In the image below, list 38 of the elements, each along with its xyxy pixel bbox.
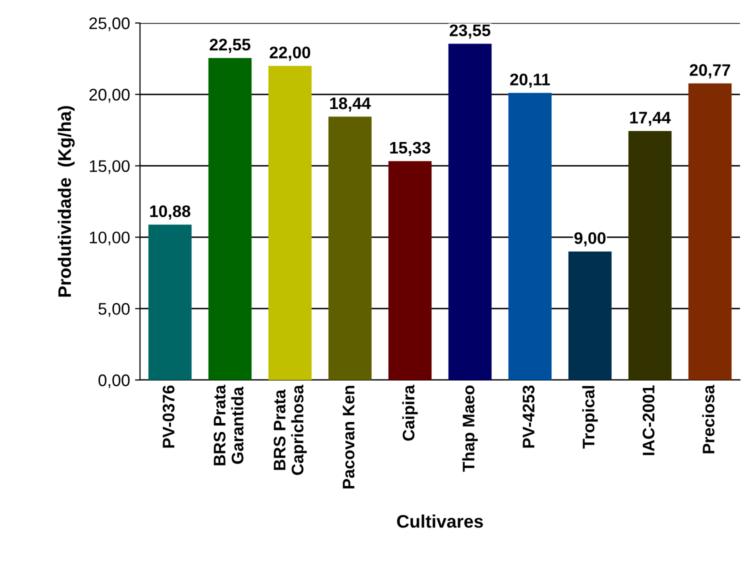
x-axis-title: Cultivares <box>397 514 483 528</box>
y-tick-label: 10,00 <box>90 232 130 246</box>
bar <box>148 224 192 380</box>
data-label: 10,88 <box>150 205 190 220</box>
x-tick-label: BRS Prata Garantida <box>214 384 244 466</box>
bar <box>208 58 252 380</box>
bar <box>388 161 432 380</box>
x-tick-label: Thap Maeo <box>462 386 478 472</box>
bar <box>328 116 372 380</box>
bar <box>568 251 612 380</box>
data-label: 9,00 <box>574 232 606 246</box>
y-tick-label: 5,00 <box>98 303 130 317</box>
data-label: 20,77 <box>690 64 730 78</box>
x-tick-label: PV-4253 <box>522 385 534 448</box>
bar <box>448 44 492 380</box>
x-tick-label: IAC-2001 <box>642 385 654 456</box>
x-tick-label: PV-0376 <box>162 385 174 448</box>
data-label: 18,44 <box>330 97 371 112</box>
x-tick-label: Tropical <box>582 386 598 449</box>
x-tick-label: Pacovan Ken <box>342 386 354 488</box>
y-tick-label: 0,00 <box>98 374 130 388</box>
bar <box>508 92 552 380</box>
bar <box>268 66 312 380</box>
data-label: 20,11 <box>510 74 550 88</box>
x-tick-label: BRS Prata Caprichosa <box>274 384 307 475</box>
bar <box>688 83 732 380</box>
data-label: 22,00 <box>270 46 310 61</box>
y-tick-label: 15,00 <box>90 160 130 174</box>
data-label: 15,33 <box>390 142 430 156</box>
data-label: 17,44 <box>630 112 671 126</box>
data-label: 22,55 <box>210 38 250 53</box>
y-axis-title: Produtividade (Kg/ha) <box>58 106 75 297</box>
bar <box>628 130 672 380</box>
y-tick-label: 20,00 <box>89 88 130 103</box>
x-tick-label: Preciosa <box>702 384 714 454</box>
y-tick-label: 25,00 <box>89 17 130 32</box>
data-label: 23,55 <box>450 24 490 39</box>
x-tick-label: Caipira <box>402 384 418 441</box>
